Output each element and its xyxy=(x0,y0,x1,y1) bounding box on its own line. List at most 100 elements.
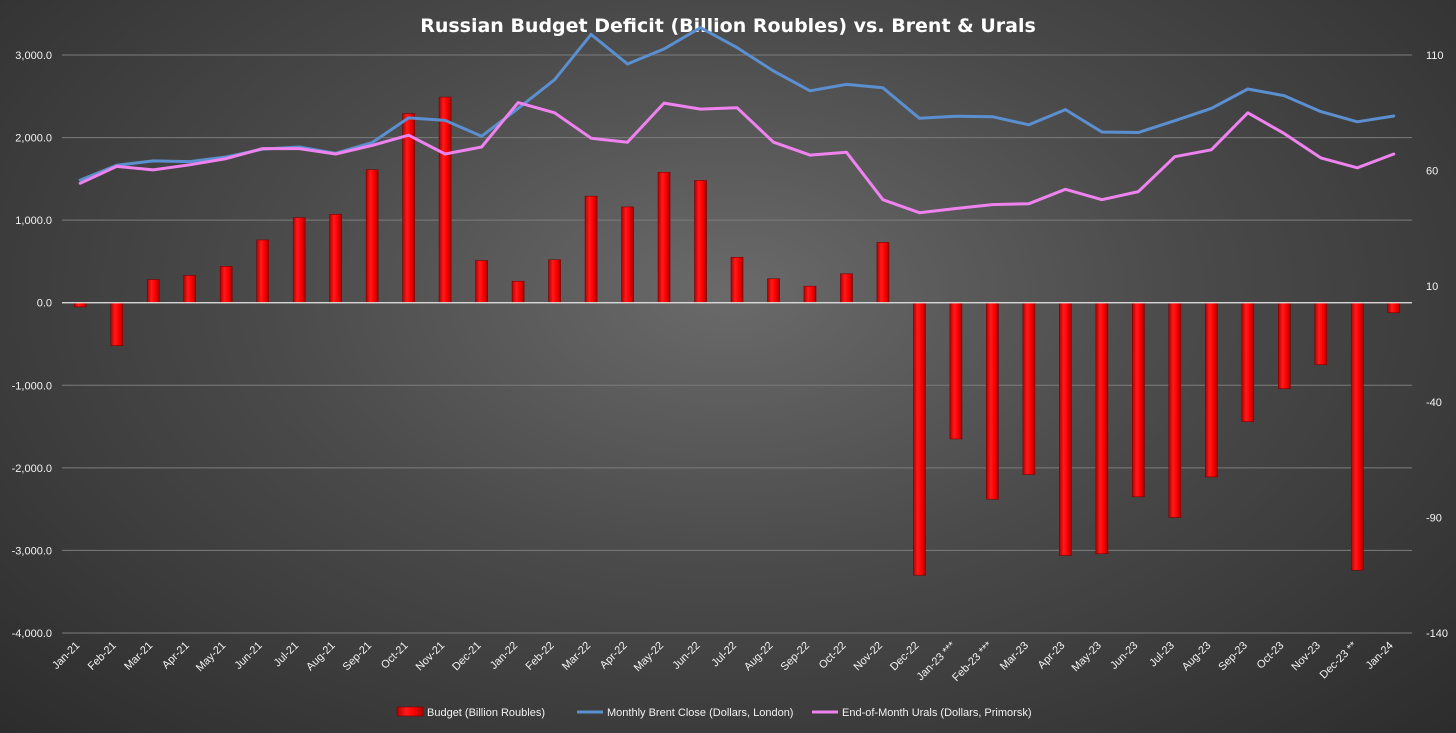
bar xyxy=(949,302,963,440)
x-tick-label: May-23 xyxy=(1070,640,1104,674)
bar xyxy=(657,171,671,304)
y-left-tick-label: 1,000.0 xyxy=(15,215,52,227)
bar xyxy=(1241,302,1255,422)
bar xyxy=(1205,302,1218,478)
legend-item-urals: End-of-Month Urals (Dollars, Primorsk) xyxy=(812,707,1031,719)
x-tick-label: Jul-23 xyxy=(1147,640,1177,670)
x-tick-label: Oct-22 xyxy=(817,640,849,672)
bar xyxy=(402,113,415,304)
legend-item-budget: Budget (Billion Roubles) xyxy=(396,706,545,719)
bar xyxy=(1350,302,1364,571)
x-tick-label: Feb-21 xyxy=(86,640,119,673)
x-tick-label: Jun-22 xyxy=(670,640,702,672)
bar xyxy=(1277,302,1291,389)
x-tick-label: Aug-21 xyxy=(304,640,338,674)
bar xyxy=(584,195,598,304)
legend-label: Budget (Billion Roubles) xyxy=(427,707,545,719)
bar xyxy=(548,259,561,304)
bar-series xyxy=(62,96,1412,576)
x-tick-label: Nov-22 xyxy=(852,640,886,674)
legend-label: Monthly Brent Close (Dollars, London) xyxy=(607,707,793,719)
x-tick-label: Apr-21 xyxy=(160,640,192,672)
x-tick-label: Sep-23 xyxy=(1216,640,1250,674)
legend-label: End-of-Month Urals (Dollars, Primorsk) xyxy=(842,707,1031,719)
bar xyxy=(438,96,452,304)
bar xyxy=(1314,302,1328,365)
grid-layer xyxy=(62,54,1412,634)
chart-title: Russian Budget Deficit (Billion Roubles)… xyxy=(420,15,1036,37)
bar xyxy=(876,242,890,304)
x-tick-label: Feb-23 *** xyxy=(950,639,995,684)
legend-swatch xyxy=(396,706,424,717)
x-tick-label: Jan-24 xyxy=(1364,640,1396,672)
x-tick-label: Dec-23 ** xyxy=(1318,639,1360,681)
x-tick-label: Nov-21 xyxy=(414,640,448,674)
bar xyxy=(329,214,342,304)
x-tick-label: Mar-21 xyxy=(122,640,155,673)
brent-line xyxy=(78,26,1396,182)
y-left-tick-label: 2,000.0 xyxy=(15,133,52,145)
y-right-tick-label: -90 xyxy=(1426,512,1442,524)
x-tick-label: May-21 xyxy=(194,640,228,674)
x-tick-label: Jan-21 xyxy=(50,640,82,672)
x-tick-label: Mar-23 xyxy=(998,640,1031,673)
bar xyxy=(1132,302,1145,498)
x-tick-label: May-22 xyxy=(632,640,666,674)
x-tick-label: Jan-22 xyxy=(488,640,520,672)
x-tick-label: Nov-23 xyxy=(1289,640,1323,674)
bar xyxy=(1387,302,1401,313)
bar xyxy=(913,302,926,576)
urals-line xyxy=(78,101,1396,215)
legend-item-brent: Monthly Brent Close (Dollars, London) xyxy=(577,707,793,719)
bar xyxy=(183,275,197,304)
x-tick-label: Feb-22 xyxy=(524,640,557,673)
x-tick-label: Oct-21 xyxy=(379,640,411,672)
y-left-tick-label: -2,000.0 xyxy=(12,463,52,475)
bar xyxy=(256,239,269,304)
bar xyxy=(767,278,780,304)
y-left-tick-label: 3,000.0 xyxy=(15,50,52,62)
legend: Budget (Billion Roubles) Monthly Brent Cl… xyxy=(396,706,1031,719)
bar xyxy=(803,285,817,304)
bar xyxy=(730,256,744,304)
bar xyxy=(365,169,379,304)
y-left-tick-label: 0.0 xyxy=(37,298,52,310)
x-tick-label: Apr-23 xyxy=(1036,640,1068,672)
y-right-tick-label: 110 xyxy=(1426,50,1444,62)
x-tick-label: Mar-22 xyxy=(560,640,593,673)
x-tick-label: Dec-21 xyxy=(450,640,484,674)
x-tick-label: Oct-23 xyxy=(1255,640,1287,672)
y-left-tick-label: -1,000.0 xyxy=(12,380,52,392)
bar xyxy=(110,302,124,346)
bar xyxy=(1168,302,1182,518)
y-right-tick-label: -40 xyxy=(1426,397,1442,409)
x-tick-label: Aug-23 xyxy=(1180,640,1214,674)
bar xyxy=(1022,302,1036,475)
x-tick-label: Jul-22 xyxy=(709,640,739,670)
y-right-tick-label: -140 xyxy=(1426,628,1448,640)
x-tick-label: Jul-21 xyxy=(272,640,302,670)
line-series xyxy=(78,26,1396,215)
bar xyxy=(694,180,707,304)
x-tick-label: Aug-22 xyxy=(742,640,776,674)
bar xyxy=(621,206,634,304)
y-right-tick-label: 10 xyxy=(1426,281,1438,293)
y-left-tick-label: -4,000.0 xyxy=(12,628,52,640)
bar xyxy=(219,266,233,304)
bar xyxy=(986,302,999,500)
y-left-tick-label: -3,000.0 xyxy=(12,545,52,557)
bar xyxy=(292,217,306,304)
bar xyxy=(511,280,525,304)
x-tick-label: Sep-22 xyxy=(779,640,813,674)
y-right-tick-label: 60 xyxy=(1426,166,1438,178)
bar xyxy=(146,279,160,304)
x-tick-label: Jun-23 xyxy=(1108,640,1140,672)
bar xyxy=(1059,302,1072,556)
x-tick-label: Dec-22 xyxy=(888,640,922,674)
bar xyxy=(475,260,488,304)
x-tick-label: Jun-21 xyxy=(233,640,265,672)
bar xyxy=(840,273,853,304)
x-tick-label: Apr-22 xyxy=(598,640,630,672)
